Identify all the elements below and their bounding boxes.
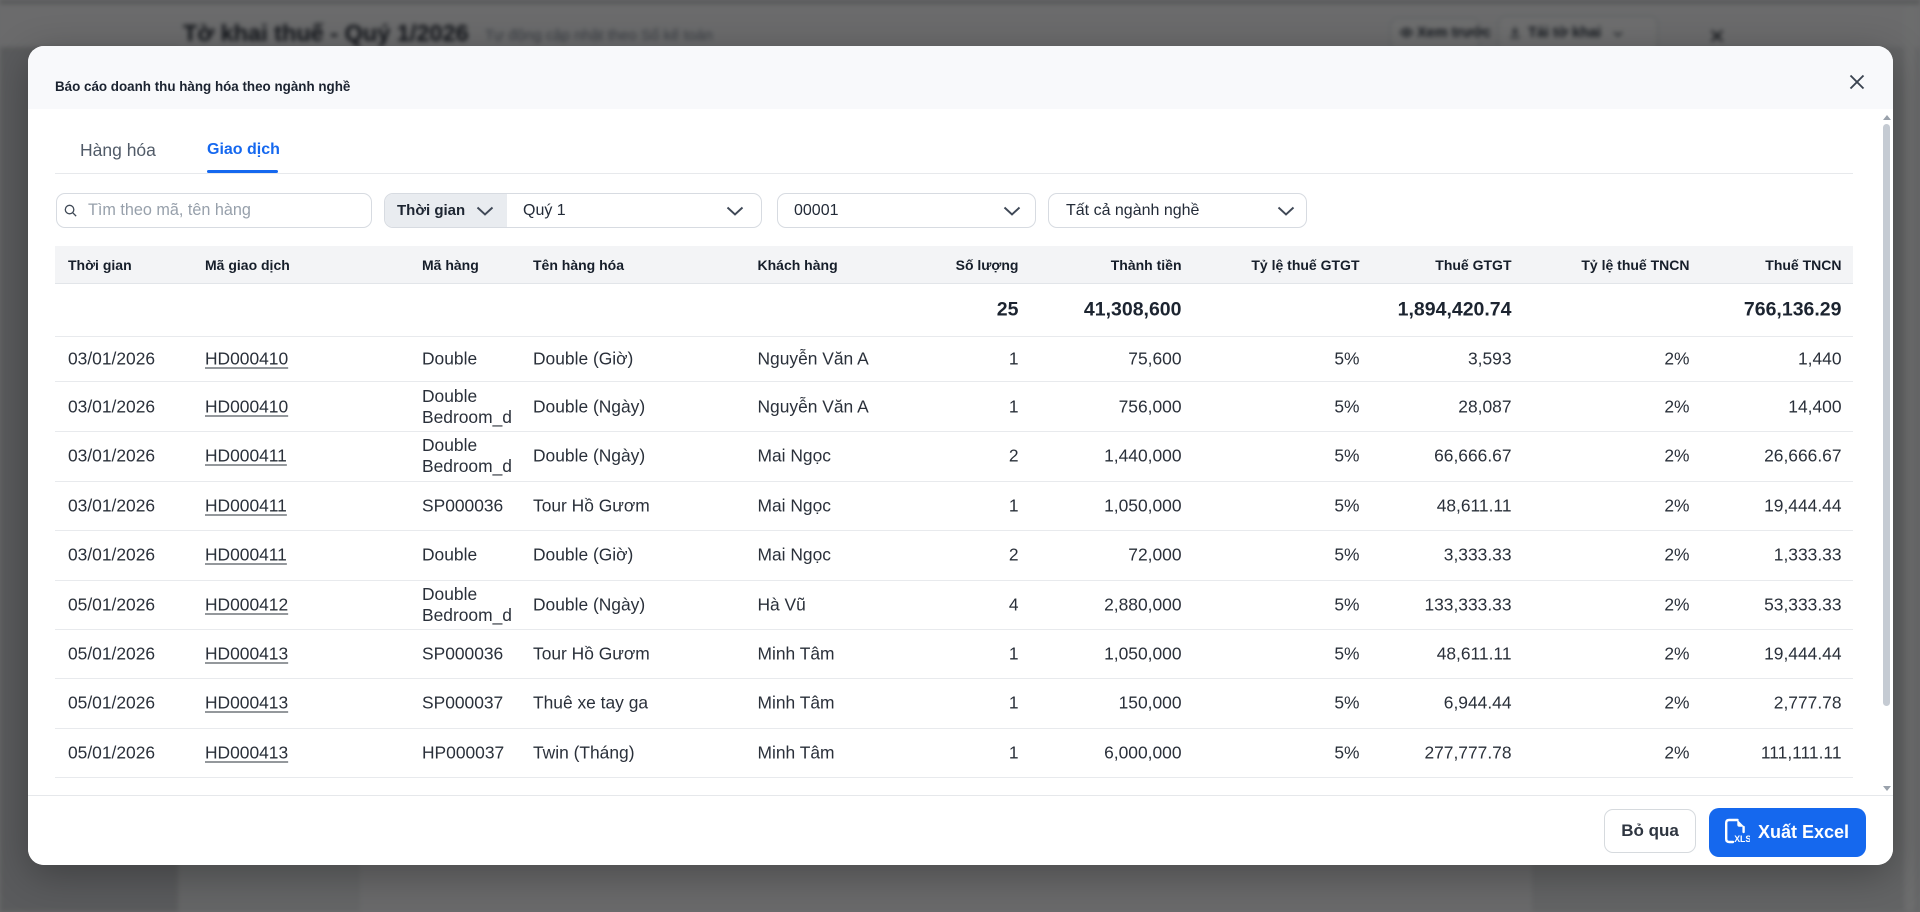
svg-text:XLS: XLS bbox=[1734, 834, 1750, 844]
